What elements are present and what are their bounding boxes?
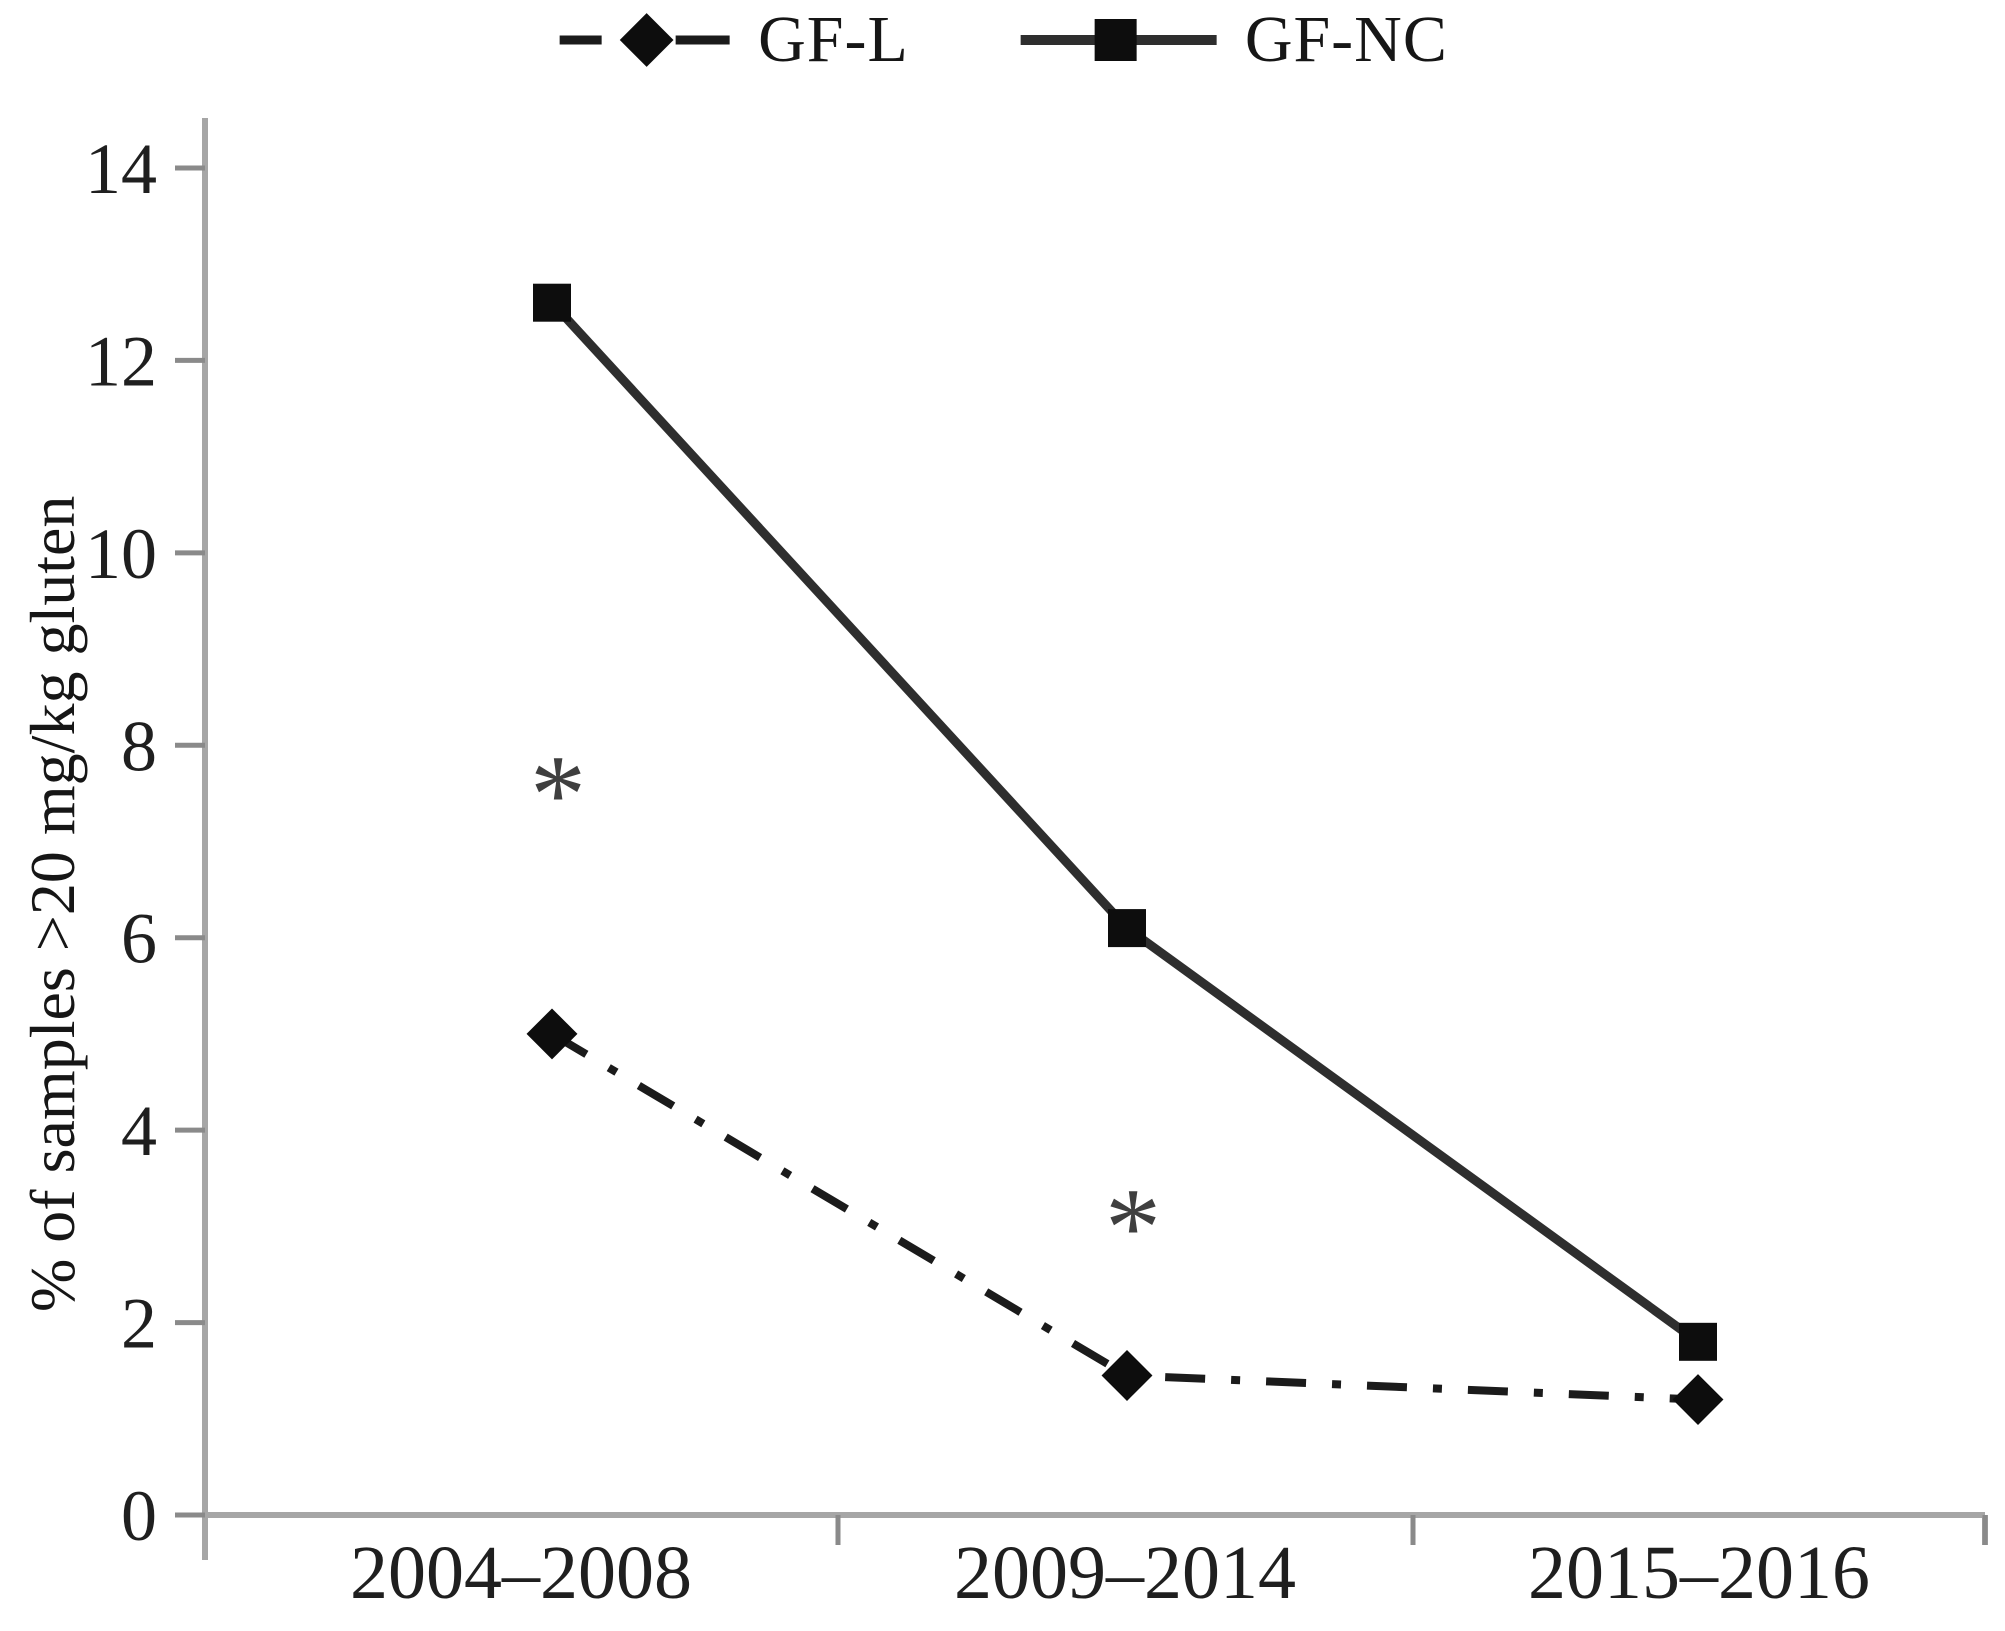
x-category-label: 2009–2014 bbox=[954, 1531, 1296, 1615]
data-point-diamond-marker bbox=[1672, 1374, 1724, 1425]
gf-nc-solid-line-sample bbox=[1020, 19, 1217, 61]
x-category-label: 2015–2016 bbox=[1528, 1531, 1870, 1615]
gf-l-dash-dot-line-sample bbox=[559, 13, 730, 67]
square-marker-icon bbox=[1094, 19, 1137, 61]
significance-asterisk: * bbox=[530, 733, 586, 857]
y-tick-label: 6 bbox=[121, 899, 157, 979]
legend-label-gf-nc: GF-NC bbox=[1244, 3, 1448, 76]
legend-item-gf-nc: GF-NC bbox=[1019, 2, 1448, 78]
legend-item-gf-l: GF-L bbox=[557, 2, 909, 78]
y-tick-label: 14 bbox=[85, 129, 157, 209]
data-point-diamond-marker bbox=[526, 1008, 578, 1060]
data-point-square-marker bbox=[533, 283, 571, 322]
y-tick-label: 4 bbox=[121, 1091, 157, 1171]
series-gf-l-line bbox=[549, 1030, 1699, 1404]
data-point-diamond-marker bbox=[1101, 1350, 1153, 1401]
x-category-label: 2004–2008 bbox=[350, 1531, 692, 1615]
y-tick-label: 12 bbox=[85, 321, 157, 401]
data-point-square-marker bbox=[1679, 1322, 1717, 1361]
significance-asterisk: * bbox=[1105, 1166, 1161, 1290]
data-point-square-marker bbox=[1108, 909, 1146, 948]
y-tick-label: 8 bbox=[121, 706, 157, 786]
y-tick-label: 10 bbox=[85, 514, 157, 594]
y-tick-label: 2 bbox=[121, 1284, 157, 1364]
chart-legend: GF-L GF-NC bbox=[557, 2, 1448, 78]
y-tick-label: 0 bbox=[121, 1476, 157, 1556]
legend-label-gf-l: GF-L bbox=[758, 3, 909, 76]
